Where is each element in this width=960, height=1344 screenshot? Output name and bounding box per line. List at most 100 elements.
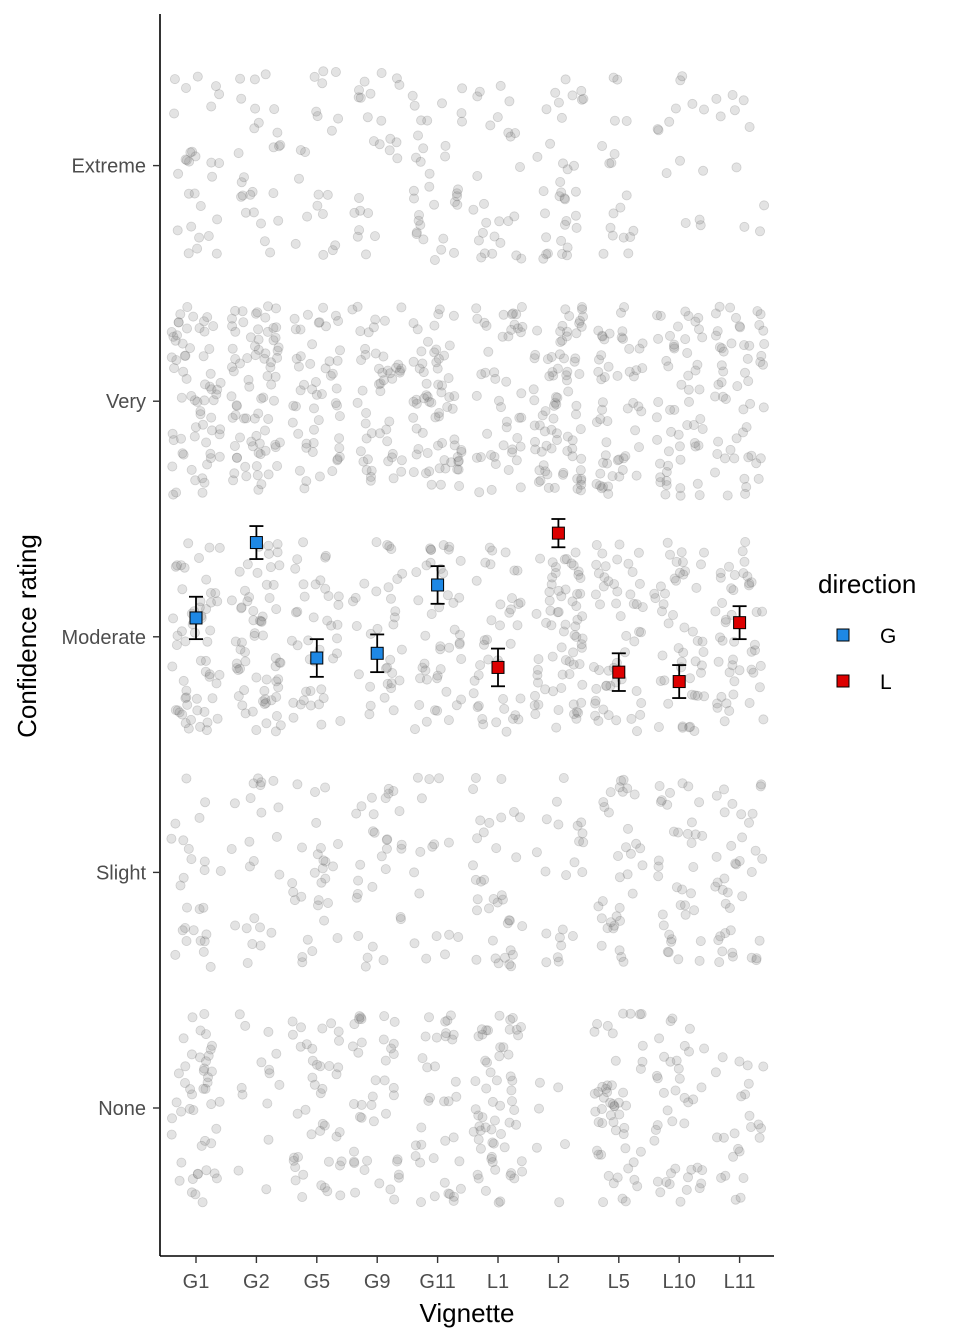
jitter-point <box>571 409 582 420</box>
jitter-point <box>367 941 378 952</box>
jitter-point <box>516 1156 527 1167</box>
jitter-point <box>208 321 219 332</box>
jitter-point <box>319 1120 330 1131</box>
jitter-point <box>334 433 345 444</box>
jitter-point <box>718 346 729 357</box>
jitter-point <box>653 722 664 733</box>
jitter-point <box>531 1142 542 1153</box>
jitter-point <box>590 589 601 600</box>
jitter-point <box>385 133 396 144</box>
jitter-point <box>437 437 448 448</box>
jitter-point <box>416 1122 427 1133</box>
jitter-point <box>569 630 580 641</box>
jitter-point <box>439 949 450 960</box>
jitter-point <box>605 1110 616 1121</box>
jitter-point <box>713 379 724 390</box>
jitter-point <box>264 593 275 604</box>
jitter-point <box>562 326 573 337</box>
jitter-point <box>200 666 211 677</box>
jitter-point <box>653 861 664 872</box>
jitter-point <box>186 1049 197 1060</box>
jitter-point <box>181 685 192 696</box>
jitter-point <box>393 1172 404 1183</box>
jitter-point <box>366 1100 377 1111</box>
jitter-point <box>635 709 646 720</box>
jitter-point <box>247 186 258 197</box>
jitter-point <box>183 248 194 259</box>
jitter-point <box>198 1065 209 1076</box>
jitter-point <box>370 348 381 359</box>
jitter-point <box>292 640 303 651</box>
jitter-point <box>556 112 567 123</box>
jitter-point <box>187 1012 198 1023</box>
jitter-point <box>690 441 701 452</box>
jitter-point <box>541 957 552 968</box>
jitter-point <box>288 712 299 723</box>
jitter-point <box>442 401 453 412</box>
jitter-point <box>270 439 281 450</box>
jitter-point <box>680 909 691 920</box>
jitter-point <box>676 379 687 390</box>
jitter-point <box>716 343 727 354</box>
jitter-point <box>326 1018 337 1029</box>
jitter-point <box>353 875 364 886</box>
jitter-point <box>289 313 300 324</box>
jitter-point <box>199 856 210 867</box>
jitter-point <box>744 578 755 589</box>
jitter-point <box>429 347 440 358</box>
jitter-point <box>296 842 307 853</box>
jitter-point <box>506 961 517 972</box>
jitter-point <box>497 894 508 905</box>
jitter-point <box>532 325 543 336</box>
jitter-point <box>253 344 264 355</box>
jitter-point <box>360 249 371 260</box>
jitter-point <box>290 238 301 249</box>
jitter-point <box>434 463 445 474</box>
jitter-point <box>712 877 723 888</box>
jitter-point <box>186 1089 197 1100</box>
jitter-point <box>247 441 258 452</box>
jitter-point <box>307 946 318 957</box>
jitter-point <box>615 611 626 622</box>
jitter-point <box>561 870 572 881</box>
jitter-point <box>176 560 187 571</box>
jitter-point <box>456 446 467 457</box>
jitter-point <box>257 611 268 622</box>
jitter-point <box>576 473 587 484</box>
jitter-point <box>719 873 730 884</box>
jitter-point <box>333 1062 344 1073</box>
jitter-point <box>635 1063 646 1074</box>
jitter-point <box>728 654 739 665</box>
jitter-point <box>271 1048 282 1059</box>
jitter-point <box>199 1063 210 1074</box>
jitter-point <box>425 544 436 555</box>
jitter-point <box>471 390 482 401</box>
jitter-point <box>593 901 604 912</box>
jitter-point <box>614 872 625 883</box>
jitter-point <box>170 949 181 960</box>
jitter-point <box>226 313 237 324</box>
jitter-point <box>352 397 363 408</box>
jitter-point <box>316 684 327 695</box>
jitter-point <box>331 648 342 659</box>
jitter-point <box>717 598 728 609</box>
jitter-point <box>493 958 504 969</box>
x-axis-title: Vignette <box>420 1298 515 1328</box>
jitter-point <box>652 124 663 135</box>
jitter-point <box>415 156 426 167</box>
jitter-point <box>292 606 303 617</box>
jitter-point <box>678 569 689 580</box>
jitter-point <box>663 618 674 629</box>
jitter-point <box>186 390 197 401</box>
jitter-point <box>615 202 626 213</box>
jitter-point <box>671 575 682 586</box>
jitter-point <box>432 440 443 451</box>
jitter-point <box>366 792 377 803</box>
jitter-point <box>307 384 318 395</box>
jitter-point <box>362 952 373 963</box>
jitter-point <box>609 1101 620 1112</box>
jitter-point <box>313 415 324 426</box>
jitter-point <box>697 1165 708 1176</box>
jitter-point <box>482 634 493 645</box>
jitter-point <box>730 858 741 869</box>
